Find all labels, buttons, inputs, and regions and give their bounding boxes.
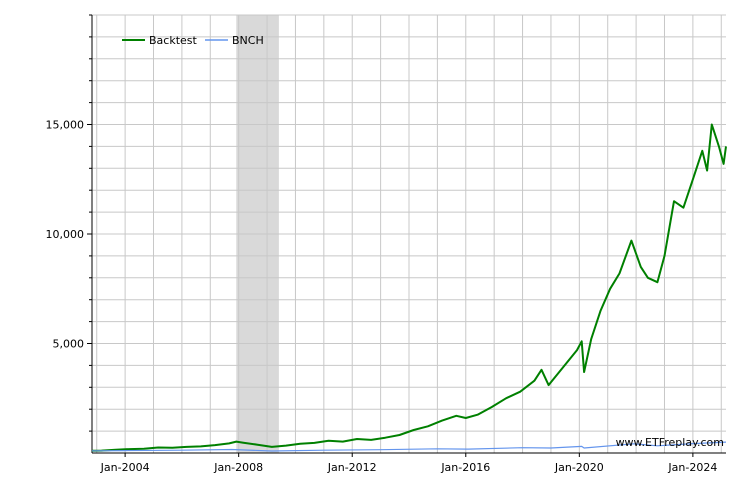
watermark: www.ETFreplay.com (616, 436, 724, 449)
legend-label-backtest: Backtest (149, 34, 198, 47)
x-tick-label: Jan-2016 (440, 461, 490, 474)
x-tick-label: Jan-2008 (213, 461, 263, 474)
grid-layer (92, 14, 726, 453)
x-tick-label: Jan-2020 (554, 461, 604, 474)
series-line-backtest (91, 123, 727, 452)
y-tick-label: 15,000 (46, 119, 85, 132)
series-layer (91, 123, 727, 452)
y-tick-label: 10,000 (46, 228, 85, 241)
legend: Backtest BNCH (122, 34, 264, 47)
axis-layer (87, 14, 726, 457)
x-tick-label: Jan-2024 (667, 461, 717, 474)
legend-label-bnch: BNCH (232, 34, 264, 47)
tick-label-layer: 5,000 10,000 15,000 Jan-2004 Jan-2008 Jan-201… (46, 119, 718, 475)
series-line-bnch (91, 441, 727, 452)
y-tick-label: 5,000 (53, 338, 85, 351)
x-tick-label: Jan-2012 (327, 461, 377, 474)
x-tick-label: Jan-2004 (100, 461, 150, 474)
